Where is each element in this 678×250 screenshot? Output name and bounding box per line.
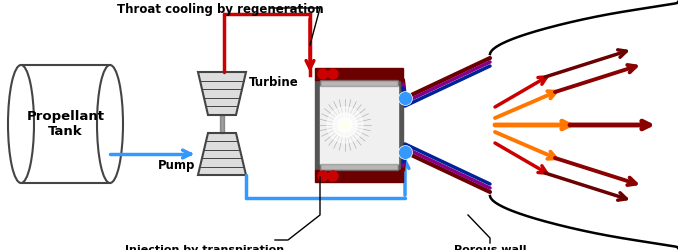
Ellipse shape bbox=[97, 65, 123, 183]
Polygon shape bbox=[320, 86, 398, 164]
Polygon shape bbox=[198, 133, 246, 175]
Circle shape bbox=[333, 113, 357, 137]
Circle shape bbox=[318, 171, 328, 181]
Circle shape bbox=[338, 118, 352, 132]
Polygon shape bbox=[315, 68, 403, 80]
Polygon shape bbox=[21, 65, 110, 183]
Text: Turbine: Turbine bbox=[249, 76, 299, 88]
Text: Pump: Pump bbox=[157, 158, 195, 172]
Text: Porous wall: Porous wall bbox=[454, 245, 526, 250]
Polygon shape bbox=[315, 80, 320, 170]
Circle shape bbox=[328, 69, 338, 79]
Ellipse shape bbox=[8, 65, 34, 183]
Circle shape bbox=[328, 171, 338, 181]
Circle shape bbox=[318, 69, 328, 79]
Text: Propellant
Tank: Propellant Tank bbox=[26, 110, 104, 138]
Polygon shape bbox=[220, 115, 224, 133]
Polygon shape bbox=[320, 80, 398, 86]
Circle shape bbox=[327, 107, 363, 143]
Polygon shape bbox=[320, 164, 398, 170]
Text: Injection by transpiration: Injection by transpiration bbox=[125, 245, 285, 250]
Text: Throat cooling by regeneration: Throat cooling by regeneration bbox=[117, 3, 323, 16]
Polygon shape bbox=[198, 72, 246, 115]
Circle shape bbox=[341, 121, 349, 129]
Polygon shape bbox=[398, 80, 403, 170]
Polygon shape bbox=[315, 170, 403, 182]
